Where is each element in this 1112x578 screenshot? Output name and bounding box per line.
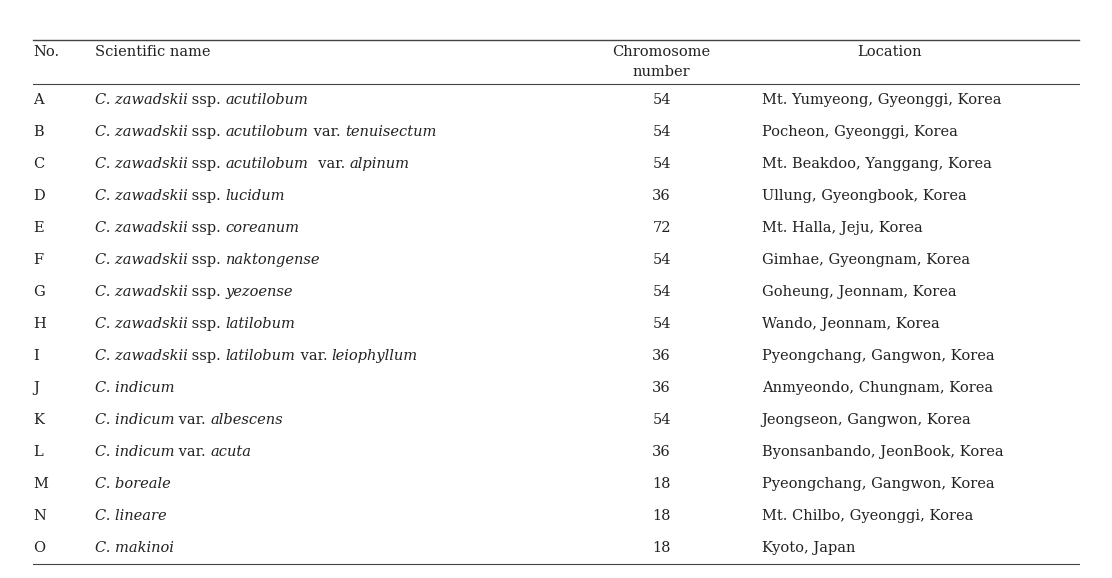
Text: Pyeongchang, Gangwon, Korea: Pyeongchang, Gangwon, Korea xyxy=(762,349,994,362)
Text: A: A xyxy=(33,93,44,107)
Text: C. indicum: C. indicum xyxy=(95,381,173,395)
Text: 54: 54 xyxy=(653,125,671,139)
Text: 36: 36 xyxy=(653,444,671,458)
Text: naktongense: naktongense xyxy=(226,253,320,266)
Text: G: G xyxy=(33,285,46,299)
Text: Mt. Yumyeong, Gyeonggi, Korea: Mt. Yumyeong, Gyeonggi, Korea xyxy=(762,93,1001,107)
Text: acutilobum: acutilobum xyxy=(226,157,308,171)
Text: Chromosome: Chromosome xyxy=(613,45,711,59)
Text: alpinum: alpinum xyxy=(349,157,409,171)
Text: Jeongseon, Gangwon, Korea: Jeongseon, Gangwon, Korea xyxy=(762,413,972,427)
Text: ssp.: ssp. xyxy=(187,93,226,107)
Text: Mt. Halla, Jeju, Korea: Mt. Halla, Jeju, Korea xyxy=(762,221,923,235)
Text: Goheung, Jeonnam, Korea: Goheung, Jeonnam, Korea xyxy=(762,285,956,299)
Text: 36: 36 xyxy=(653,349,671,362)
Text: E: E xyxy=(33,221,44,235)
Text: var.: var. xyxy=(173,444,210,458)
Text: H: H xyxy=(33,317,46,331)
Text: acutilobum: acutilobum xyxy=(226,93,308,107)
Text: C. zawadskii: C. zawadskii xyxy=(95,189,187,203)
Text: O: O xyxy=(33,540,46,554)
Text: var.: var. xyxy=(308,157,349,171)
Text: tenuisectum: tenuisectum xyxy=(345,125,436,139)
Text: 18: 18 xyxy=(653,509,671,523)
Text: No.: No. xyxy=(33,45,59,59)
Text: Pyeongchang, Gangwon, Korea: Pyeongchang, Gangwon, Korea xyxy=(762,477,994,491)
Text: C. zawadskii: C. zawadskii xyxy=(95,125,187,139)
Text: yezoense: yezoense xyxy=(226,285,294,299)
Text: Kyoto, Japan: Kyoto, Japan xyxy=(762,540,855,554)
Text: Pocheon, Gyeonggi, Korea: Pocheon, Gyeonggi, Korea xyxy=(762,125,957,139)
Text: C. zawadskii: C. zawadskii xyxy=(95,253,187,266)
Text: 36: 36 xyxy=(653,189,671,203)
Text: 18: 18 xyxy=(653,540,671,554)
Text: L: L xyxy=(33,444,43,458)
Text: Mt. Beakdoo, Yanggang, Korea: Mt. Beakdoo, Yanggang, Korea xyxy=(762,157,992,171)
Text: D: D xyxy=(33,189,46,203)
Text: var.: var. xyxy=(173,413,210,427)
Text: B: B xyxy=(33,125,44,139)
Text: ssp.: ssp. xyxy=(187,253,226,266)
Text: 54: 54 xyxy=(653,93,671,107)
Text: J: J xyxy=(33,381,39,395)
Text: I: I xyxy=(33,349,39,362)
Text: C. zawadskii: C. zawadskii xyxy=(95,285,187,299)
Text: latilobum: latilobum xyxy=(226,349,296,362)
Text: ssp.: ssp. xyxy=(187,157,226,171)
Text: Gimhae, Gyeongnam, Korea: Gimhae, Gyeongnam, Korea xyxy=(762,253,970,266)
Text: C. zawadskii: C. zawadskii xyxy=(95,157,187,171)
Text: C. zawadskii: C. zawadskii xyxy=(95,317,187,331)
Text: albescens: albescens xyxy=(210,413,282,427)
Text: C. zawadskii: C. zawadskii xyxy=(95,93,187,107)
Text: leiophyllum: leiophyllum xyxy=(331,349,418,362)
Text: ssp.: ssp. xyxy=(187,349,226,362)
Text: Location: Location xyxy=(857,45,922,59)
Text: 36: 36 xyxy=(653,381,671,395)
Text: number: number xyxy=(633,65,691,79)
Text: Byonsanbando, JeonBook, Korea: Byonsanbando, JeonBook, Korea xyxy=(762,444,1003,458)
Text: C. boreale: C. boreale xyxy=(95,477,170,491)
Text: ssp.: ssp. xyxy=(187,285,226,299)
Text: Anmyeondo, Chungnam, Korea: Anmyeondo, Chungnam, Korea xyxy=(762,381,993,395)
Text: F: F xyxy=(33,253,43,266)
Text: C. zawadskii: C. zawadskii xyxy=(95,221,187,235)
Text: var.: var. xyxy=(296,349,331,362)
Text: coreanum: coreanum xyxy=(226,221,299,235)
Text: 72: 72 xyxy=(653,221,671,235)
Text: 54: 54 xyxy=(653,157,671,171)
Text: lucidum: lucidum xyxy=(226,189,285,203)
Text: N: N xyxy=(33,509,47,523)
Text: 54: 54 xyxy=(653,317,671,331)
Text: C. lineare: C. lineare xyxy=(95,509,166,523)
Text: var.: var. xyxy=(308,125,345,139)
Text: ssp.: ssp. xyxy=(187,317,226,331)
Text: 54: 54 xyxy=(653,413,671,427)
Text: 54: 54 xyxy=(653,285,671,299)
Text: Mt. Chilbo, Gyeonggi, Korea: Mt. Chilbo, Gyeonggi, Korea xyxy=(762,509,973,523)
Text: Wando, Jeonnam, Korea: Wando, Jeonnam, Korea xyxy=(762,317,940,331)
Text: 18: 18 xyxy=(653,477,671,491)
Text: C: C xyxy=(33,157,44,171)
Text: ssp.: ssp. xyxy=(187,125,226,139)
Text: acuta: acuta xyxy=(210,444,251,458)
Text: C. zawadskii: C. zawadskii xyxy=(95,349,187,362)
Text: acutilobum: acutilobum xyxy=(226,125,308,139)
Text: M: M xyxy=(33,477,48,491)
Text: ssp.: ssp. xyxy=(187,221,226,235)
Text: C. indicum: C. indicum xyxy=(95,444,173,458)
Text: ssp.: ssp. xyxy=(187,189,226,203)
Text: Ullung, Gyeongbook, Korea: Ullung, Gyeongbook, Korea xyxy=(762,189,966,203)
Text: Scientific name: Scientific name xyxy=(95,45,210,59)
Text: 54: 54 xyxy=(653,253,671,266)
Text: K: K xyxy=(33,413,44,427)
Text: C. indicum: C. indicum xyxy=(95,413,173,427)
Text: C. makinoi: C. makinoi xyxy=(95,540,173,554)
Text: latilobum: latilobum xyxy=(226,317,296,331)
